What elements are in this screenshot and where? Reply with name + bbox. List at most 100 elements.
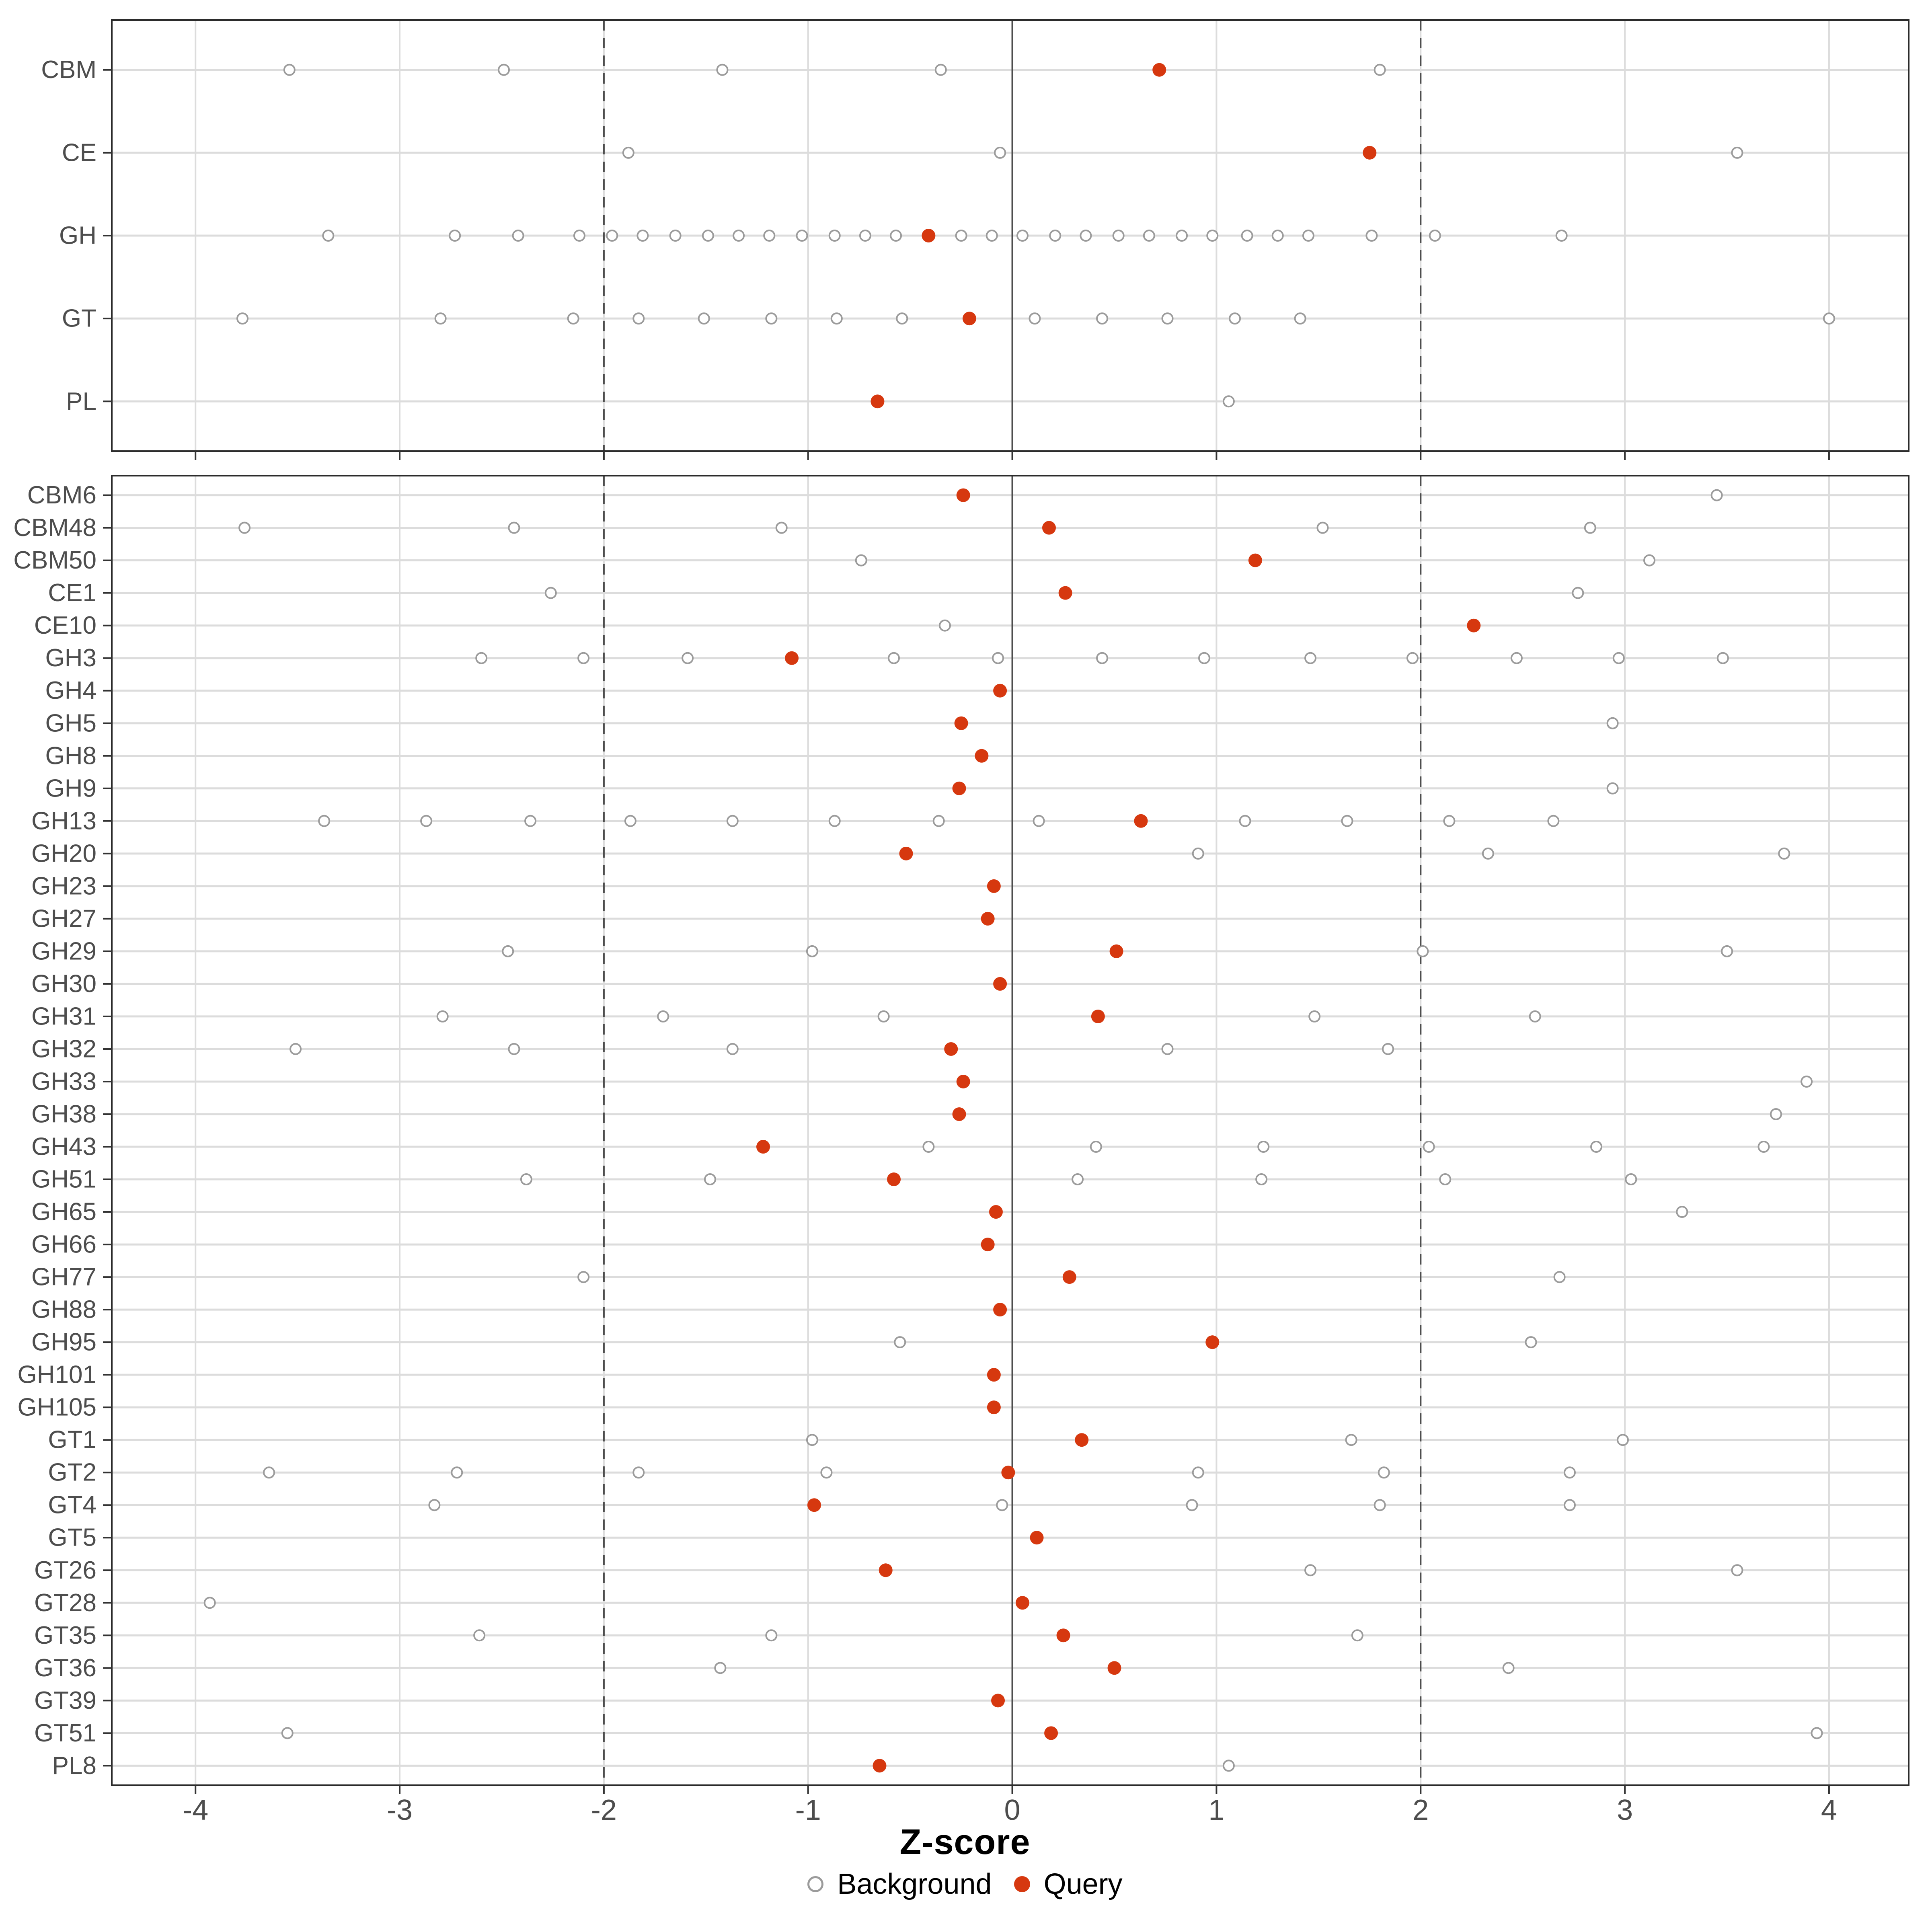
background-dot [1811,1727,1823,1739]
background-dot [1143,230,1155,242]
y-axis-label: GH30 [31,970,96,998]
query-dot [1467,618,1481,632]
background-dot [830,312,843,325]
background-dot [1229,312,1241,325]
background-dot [1161,312,1174,325]
background-dot [524,815,537,827]
background-dot [498,64,510,76]
query-dot [954,716,968,730]
background-dot [896,312,908,325]
background-dot [632,312,645,325]
background-dot [263,1466,275,1479]
query-dot [1030,1531,1044,1545]
background-dot [1222,395,1235,408]
background-dot [1192,847,1204,860]
query-dot [1042,521,1056,535]
background-dot [1186,1499,1198,1511]
background-dot [1423,1141,1435,1153]
background-dot [436,1010,449,1022]
query-dot [1107,1661,1121,1675]
background-dot [1555,230,1568,242]
background-dot [1443,815,1456,827]
y-axis-label: GH9 [45,774,96,802]
background-dot [765,312,778,325]
legend-item-background: Background [807,1868,992,1901]
y-axis-label: GT26 [34,1556,96,1584]
query-dot [1091,1009,1105,1023]
legend: Background Query [0,1868,1930,1901]
y-axis-label: GH38 [31,1100,96,1128]
y-axis-label: CBM48 [13,514,96,542]
query-dot [1044,1726,1058,1740]
background-dot [577,652,590,664]
background-dot [606,230,618,242]
y-axis-label: CBM6 [27,481,96,509]
background-dot [714,1662,727,1674]
background-dot [1351,1629,1363,1642]
background-dot [1378,1466,1390,1479]
background-dot [1731,146,1743,159]
background-dot [1316,521,1329,534]
query-dot [873,1759,887,1773]
query-dot [871,394,885,409]
query-dot [944,1042,958,1056]
background-dot [1302,230,1314,242]
query-dot [981,1238,995,1252]
background-dot [1374,64,1386,76]
query-dot [991,1694,1005,1708]
query-dot [993,684,1007,698]
y-axis-label: GH51 [31,1166,96,1193]
background-dot [1198,652,1210,664]
background-dot [806,1434,818,1446]
background-dot [922,1141,935,1153]
query-dot [1056,1628,1070,1643]
background-dot [657,1010,669,1022]
y-axis-label: GH31 [31,1002,96,1030]
y-axis-label: GH32 [31,1035,96,1063]
query-dot [975,749,989,763]
background-dot [1721,945,1733,957]
background-dot [1625,1173,1637,1186]
background-dot [512,230,524,242]
background-dot [236,312,249,325]
query-dot [1152,63,1166,77]
y-axis-label: GT39 [34,1687,96,1714]
background-dot [716,64,729,76]
background-dot [1090,1141,1102,1153]
query-dot [899,846,913,860]
background-dot [1710,489,1723,501]
background-dot [894,1336,906,1349]
background-dot [859,230,871,242]
background-dot [1716,652,1729,664]
y-axis-label: GH5 [45,709,96,737]
background-dot [938,619,951,632]
query-dot [922,229,936,242]
background-dot [890,230,902,242]
background-dot [828,815,841,827]
query-dot [1134,814,1148,828]
y-axis-label: CE [62,139,96,166]
background-dot [1257,1141,1270,1153]
background-dot [1345,1434,1357,1446]
background-dot [1112,230,1125,242]
legend-item-query: Query [1014,1868,1123,1901]
query-dot [993,977,1007,991]
background-dot [1502,1662,1515,1674]
background-dot [1382,1043,1394,1055]
y-axis-label: GT35 [34,1622,96,1649]
y-axis-label: GH8 [45,742,96,770]
background-dot [704,1173,716,1186]
background-dot [1206,230,1219,242]
background-dot [1643,554,1656,567]
background-dot [1271,230,1284,242]
background-dot [1406,652,1419,664]
query-dot [1363,146,1377,160]
legend-query-label: Query [1043,1868,1123,1900]
query-dot [987,879,1001,893]
query-dot [1062,1270,1076,1284]
background-dot [636,230,649,242]
query-dot [1001,1466,1015,1480]
y-axis-label: GT4 [48,1491,96,1519]
background-dot [1439,1173,1452,1186]
y-axis-label: GH33 [31,1068,96,1095]
